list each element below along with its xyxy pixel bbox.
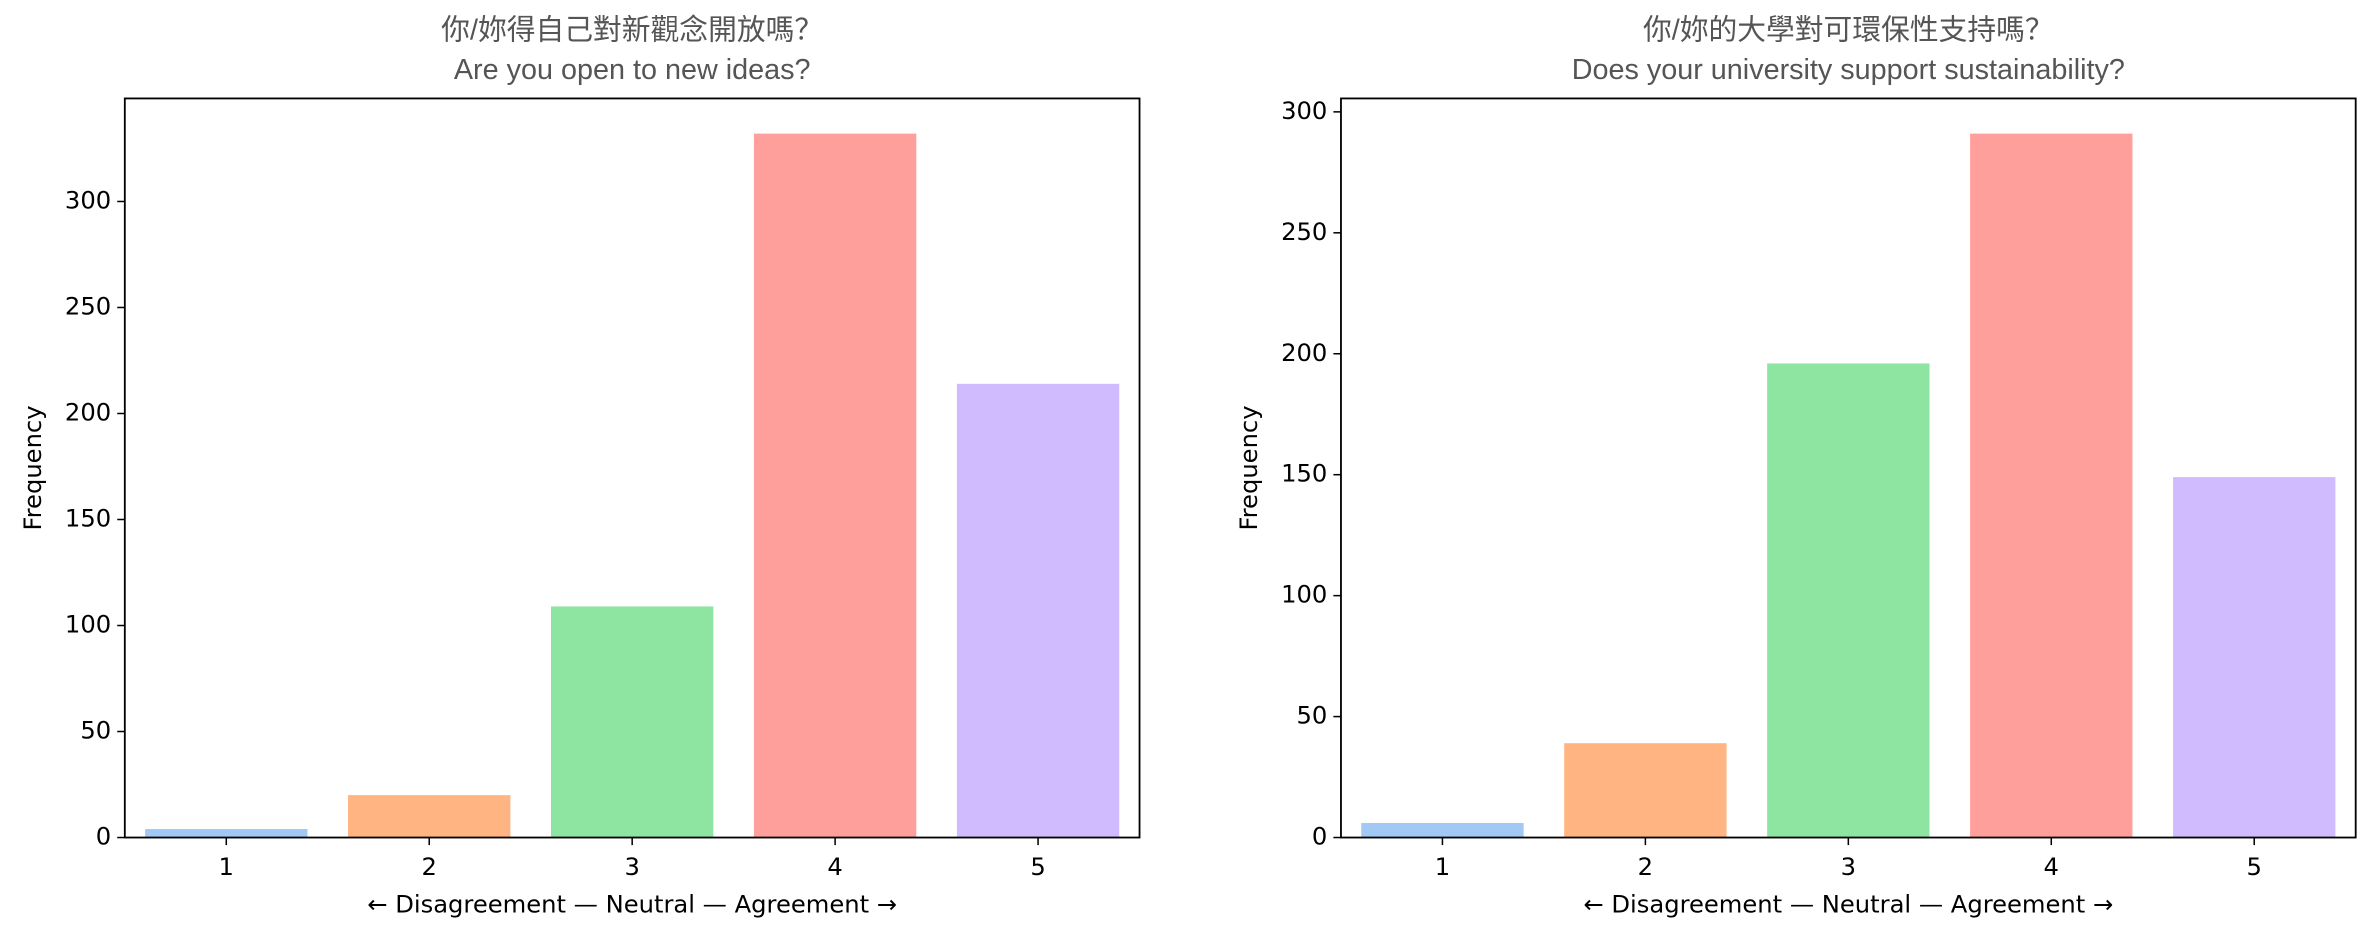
y-tick-label: 100	[1281, 581, 1327, 609]
x-tick-label: 1	[1435, 853, 1450, 881]
y-axis-label: Frequency	[1235, 405, 1263, 530]
y-tick-label: 100	[65, 611, 111, 639]
bar	[753, 133, 917, 838]
x-tick-label: 4	[2044, 853, 2059, 881]
x-tick-label: 3	[624, 853, 639, 881]
bar	[145, 829, 308, 838]
y-tick-label: 200	[1281, 339, 1327, 367]
y-tick-label: 150	[65, 505, 111, 533]
bar	[956, 383, 1120, 838]
y-tick-label: 150	[1281, 460, 1327, 488]
x-tick-label: 3	[1841, 853, 1856, 881]
chart-subtitle: Does your university support sustainabil…	[1572, 54, 2125, 86]
y-axis-label: Frequency	[19, 405, 47, 530]
x-tick-label: 2	[1638, 853, 1653, 881]
y-tick-label: 0	[1312, 823, 1327, 851]
bar	[1767, 363, 1930, 838]
bar	[1970, 133, 2133, 838]
y-tick-label: 250	[1281, 218, 1327, 246]
chart-title: 你/妳得自己對新觀念開放嗎？	[441, 14, 823, 46]
bar	[1564, 743, 1727, 838]
y-tick-label: 250	[65, 292, 111, 320]
x-tick-label: 5	[2247, 853, 2262, 881]
y-tick-label: 300	[1281, 97, 1327, 125]
y-tick-label: 0	[96, 823, 111, 851]
y-tick-label: 50	[80, 717, 111, 745]
chart-subtitle: Are you open to new ideas?	[454, 54, 811, 86]
bar	[2173, 477, 2336, 838]
y-tick-label: 50	[1297, 702, 1328, 730]
x-tick-label: 5	[1030, 853, 1045, 881]
x-axis-label: ← Disagreement — Neutral — Agreement →	[1583, 891, 2113, 919]
axes-frame	[123, 97, 1141, 839]
bar	[348, 795, 511, 838]
x-tick-label: 2	[422, 853, 437, 881]
x-tick-label: 1	[219, 853, 234, 881]
bar	[1361, 823, 1524, 838]
axes-frame	[1340, 97, 2357, 839]
x-axis-label: ← Disagreement — Neutral — Agreement →	[367, 891, 897, 919]
y-tick-label: 200	[65, 398, 111, 426]
chart-title: 你/妳的大學對可環保性支持嗎？	[1643, 14, 2054, 46]
y-tick-label: 300	[65, 186, 111, 214]
bar	[550, 606, 714, 838]
x-tick-label: 4	[827, 853, 842, 881]
